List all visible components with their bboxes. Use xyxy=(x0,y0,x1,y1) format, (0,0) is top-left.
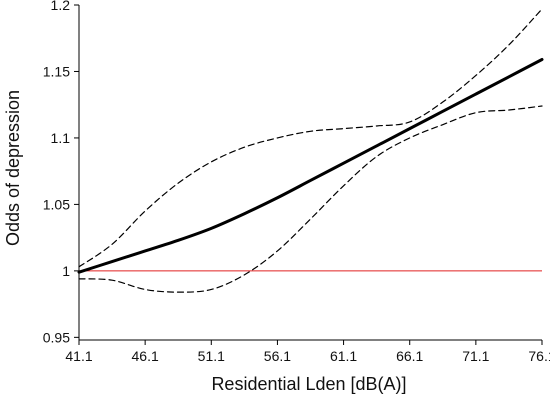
y-axis-title: Odds of depression xyxy=(3,90,23,246)
lower-bound-line xyxy=(78,105,543,293)
y-tick-label: 0.95 xyxy=(43,329,70,345)
x-tick-label: 56.1 xyxy=(264,348,291,364)
y-tick-label: 1.2 xyxy=(51,0,71,13)
x-axis-title: Residential Lden [dB(A)] xyxy=(211,374,406,394)
x-tick-label: 76.1 xyxy=(528,348,550,364)
x-tick-label: 66.1 xyxy=(396,348,423,364)
y-tick-label: 1 xyxy=(62,263,70,279)
x-tick-label: 71.1 xyxy=(462,348,489,364)
x-tick-label: 46.1 xyxy=(132,348,159,364)
y-tick-label: 1.05 xyxy=(43,196,70,212)
x-tick-label: 41.1 xyxy=(65,348,92,364)
estimate-line xyxy=(77,58,544,274)
upper-bound-line xyxy=(78,8,543,268)
x-tick-label: 51.1 xyxy=(198,348,225,364)
x-tick-label: 61.1 xyxy=(330,348,357,364)
y-tick-label: 1.1 xyxy=(51,130,71,146)
plot-area xyxy=(77,8,544,293)
axes: 41.1 46.1 51.1 56.1 61.1 66.1 71.1 76.1 0.95 1 1.0… xyxy=(43,0,550,364)
y-tick-label: 1.15 xyxy=(43,63,70,79)
